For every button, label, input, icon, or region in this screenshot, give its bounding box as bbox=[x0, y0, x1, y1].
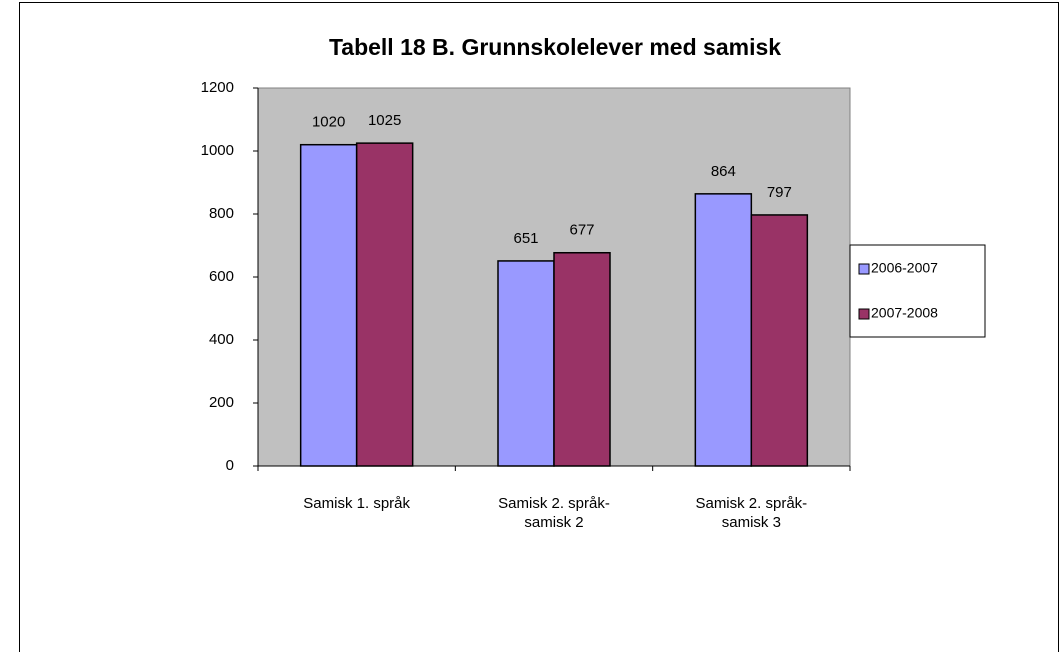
legend-swatch bbox=[858, 263, 870, 275]
y-tick-label: 200 bbox=[209, 394, 234, 411]
bar bbox=[553, 251, 611, 467]
y-tick-label: 1000 bbox=[201, 142, 234, 159]
y-tick-label: 0 bbox=[226, 457, 234, 474]
legend-swatch bbox=[858, 308, 870, 320]
y-tick-label: 400 bbox=[209, 331, 234, 348]
bar bbox=[299, 143, 358, 467]
data-label: 864 bbox=[711, 163, 736, 180]
legend-label: 2007-2008 bbox=[871, 305, 938, 321]
y-tick-label: 800 bbox=[209, 205, 234, 222]
y-tick-label: 600 bbox=[209, 268, 234, 285]
bar bbox=[355, 142, 414, 467]
data-label: 1025 bbox=[368, 112, 401, 129]
legend-label: 2006-2007 bbox=[871, 260, 938, 276]
x-tick-label: Samisk 2. språk-samisk 2 bbox=[498, 495, 610, 531]
legend-box bbox=[849, 244, 986, 338]
x-tick-label: Samisk 2. språk-samisk 3 bbox=[695, 495, 808, 531]
y-tick-label: 1200 bbox=[201, 79, 234, 96]
chart-title: Tabell 18 B. Grunnskolelever med samisk bbox=[329, 34, 781, 60]
data-label: 1020 bbox=[312, 114, 345, 131]
bar bbox=[497, 260, 555, 467]
bar bbox=[750, 214, 809, 467]
data-label: 651 bbox=[513, 230, 538, 247]
data-label: 677 bbox=[569, 222, 594, 239]
bar bbox=[694, 193, 753, 467]
x-tick-label: Samisk 1. språk bbox=[303, 495, 410, 512]
data-label: 797 bbox=[767, 184, 792, 201]
